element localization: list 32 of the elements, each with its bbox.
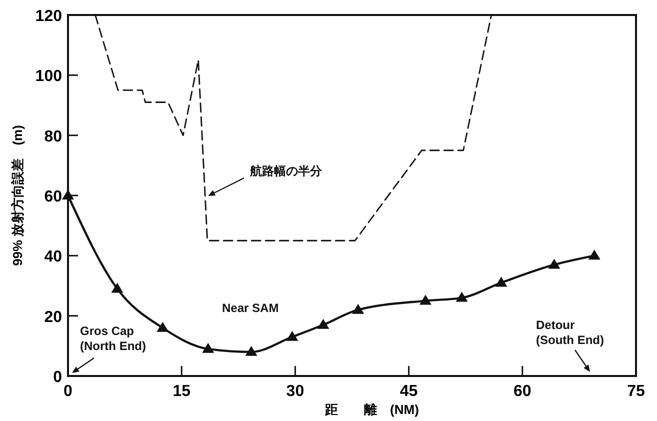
point bbox=[202, 342, 214, 353]
y-axis-title: 99% 放射方向誤差 (m) bbox=[10, 125, 25, 266]
point bbox=[245, 346, 258, 356]
y-tick-label: 80 bbox=[44, 128, 62, 146]
point bbox=[419, 294, 432, 305]
y-tick-label: 60 bbox=[44, 188, 62, 206]
y-tick-label: 20 bbox=[44, 308, 62, 326]
x-tick-label: 60 bbox=[514, 383, 532, 400]
point bbox=[456, 292, 468, 302]
point bbox=[62, 190, 74, 200]
x-tick-label: 75 bbox=[627, 383, 645, 400]
point bbox=[588, 250, 600, 260]
x-tick-label: 0 bbox=[64, 383, 73, 400]
point bbox=[156, 322, 169, 332]
point bbox=[352, 304, 364, 314]
y-tick-label: 120 bbox=[35, 8, 62, 25]
point bbox=[111, 282, 124, 293]
annotation: Near SAM bbox=[222, 301, 279, 315]
point bbox=[317, 318, 330, 329]
y-tick-label: 100 bbox=[35, 68, 62, 86]
point bbox=[495, 276, 508, 287]
x-tick-label: 45 bbox=[400, 383, 418, 400]
annotation: Detour (South End) bbox=[536, 318, 604, 347]
x-tick-label: 15 bbox=[172, 383, 191, 400]
x-axis-title: 距 離 (NM) bbox=[324, 402, 419, 417]
x-tick-label: 30 bbox=[286, 383, 304, 400]
point bbox=[548, 258, 560, 269]
y-tick-label: 0 bbox=[53, 369, 62, 386]
annotation: Gros Cap (North End) bbox=[80, 324, 146, 353]
point bbox=[286, 330, 298, 341]
annotation: 航路幅の半分 bbox=[249, 164, 323, 178]
y-tick-label: 40 bbox=[44, 248, 62, 266]
